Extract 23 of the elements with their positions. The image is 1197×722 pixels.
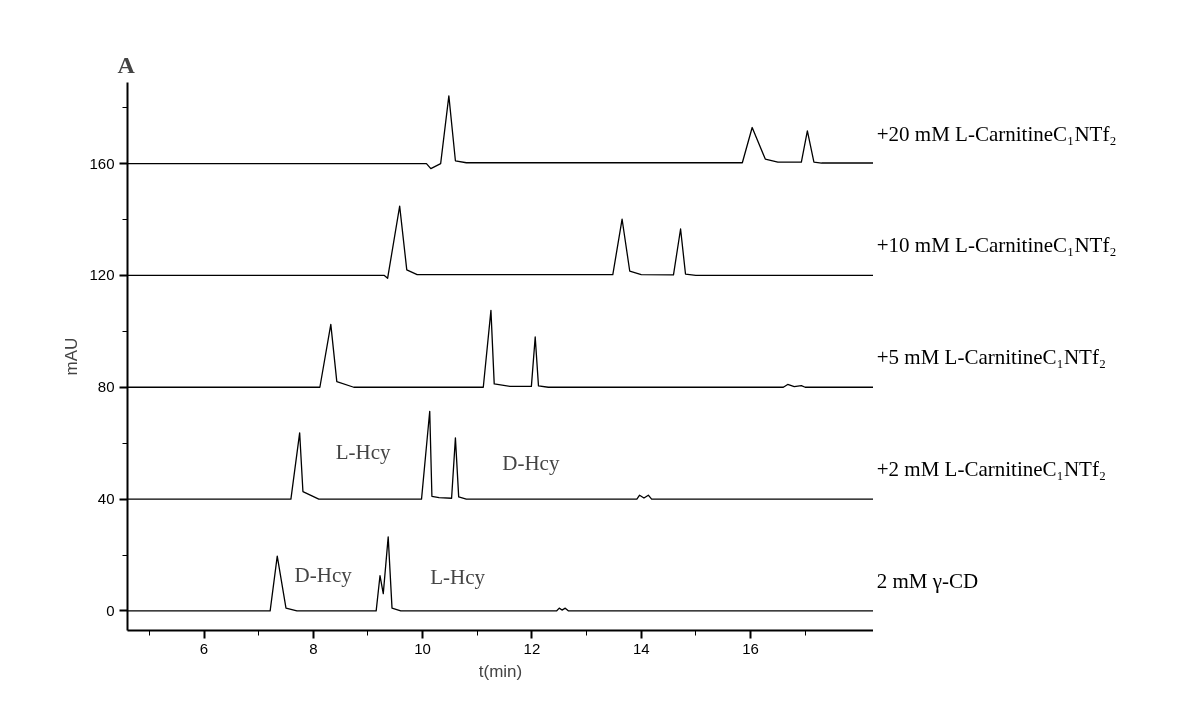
x-tick-label: 8 (309, 639, 318, 657)
series-label: 2 mM γ-CD (876, 568, 979, 593)
series-label: +20 mM L-CarnitineC₁NTf₂ (876, 121, 1117, 146)
series-label: +5 mM L-CarnitineC₁NTf₂ (876, 345, 1107, 370)
x-tick-label: 16 (742, 639, 759, 657)
x-tick-label: 6 (199, 639, 209, 657)
series-label: +2 mM L-CarnitineC₁NTf₂ (876, 457, 1107, 482)
annotation: D-Hcy (294, 562, 353, 587)
y-tick-label: 120 (89, 266, 115, 284)
chart-title: A (117, 51, 136, 78)
x-tick-label: 10 (414, 639, 431, 657)
annotation: L-Hcy (335, 439, 391, 464)
y-tick-label: 160 (89, 154, 115, 172)
series-label: +10 mM L-CarnitineC₁NTf₂ (876, 233, 1117, 258)
y-tick-label: 40 (97, 490, 115, 508)
annotation: L-Hcy (430, 565, 486, 590)
x-tick-label: 12 (523, 639, 541, 657)
y-tick-label: 80 (97, 378, 115, 396)
annotation: D-Hcy (502, 450, 560, 475)
x-tick-label: 14 (632, 639, 650, 657)
x-axis-title: t(min) (478, 661, 523, 681)
y-axis-title: mAU (62, 337, 82, 376)
y-tick-label: 0 (106, 601, 115, 619)
